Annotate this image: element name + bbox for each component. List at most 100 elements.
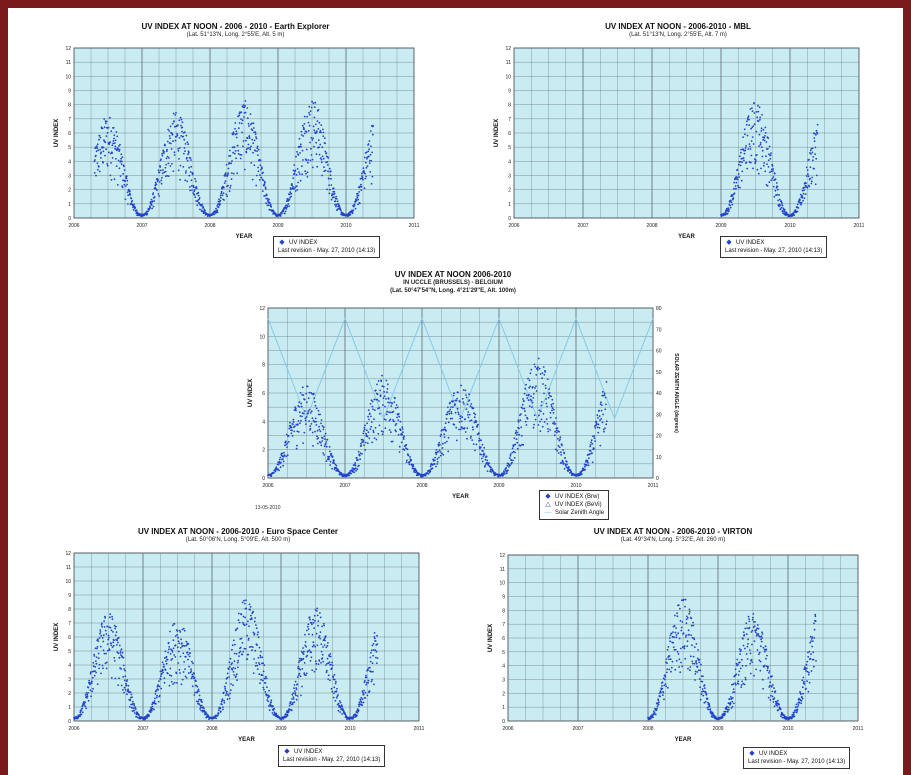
- uv-point: [767, 166, 770, 168]
- x-tick-label: 2008: [204, 223, 215, 229]
- uv-point: [232, 639, 235, 642]
- uv-point: [322, 426, 325, 429]
- uv-point: [321, 657, 324, 659]
- uv-point: [334, 203, 336, 206]
- uv-point: [237, 659, 240, 662]
- uv-point: [401, 426, 404, 429]
- uv-point: [199, 698, 201, 701]
- uv-point: [163, 150, 165, 153]
- uv-point: [740, 649, 742, 651]
- uv-point: [291, 184, 293, 187]
- uv-point: [105, 667, 108, 670]
- uv-point: [308, 408, 311, 411]
- uv-point: [304, 674, 307, 677]
- uv-point: [693, 646, 696, 648]
- uv-point: [166, 658, 169, 661]
- uv-point: [775, 194, 778, 197]
- uv-point: [373, 637, 376, 640]
- uv-point: [257, 657, 260, 659]
- uv-point: [535, 385, 537, 388]
- uv-point: [360, 185, 363, 188]
- uv-point: [459, 400, 461, 403]
- uv-point: [260, 678, 262, 681]
- uv-point: [436, 463, 438, 465]
- uv-point: [779, 708, 782, 711]
- uv-point: [246, 634, 249, 637]
- uv-point: [114, 139, 117, 142]
- uv-point: [380, 430, 383, 432]
- uv-point: [318, 146, 320, 149]
- uv-point: [307, 159, 310, 161]
- uv-point: [684, 657, 687, 660]
- uv-point: [688, 612, 691, 615]
- uv-point: [324, 438, 326, 440]
- uv-point: [364, 691, 367, 694]
- uv-point: [472, 443, 475, 445]
- uv-point: [226, 672, 229, 675]
- uv-point: [598, 415, 601, 417]
- uv-point: [299, 392, 302, 394]
- uv-point: [364, 697, 367, 699]
- uv-point: [662, 677, 665, 680]
- uv-point: [98, 637, 101, 639]
- uv-point: [302, 159, 304, 161]
- uv-point: [321, 425, 324, 427]
- uv-point: [130, 706, 133, 709]
- uv-point: [241, 653, 244, 656]
- uv-point: [95, 662, 98, 665]
- uv-point: [810, 670, 813, 672]
- uv-point: [368, 418, 370, 421]
- uv-point: [293, 687, 295, 690]
- uv-point: [775, 182, 778, 184]
- uv-point: [269, 704, 272, 707]
- uv-point: [231, 668, 234, 671]
- uv-point: [533, 414, 536, 416]
- uv-point: [223, 186, 225, 189]
- uv-point: [451, 417, 454, 420]
- uv-point: [193, 190, 196, 193]
- uv-point: [188, 655, 191, 658]
- uv-point: [226, 698, 229, 701]
- uv-point: [310, 154, 313, 156]
- y-tick-label: 12: [65, 46, 71, 52]
- uv-point: [285, 443, 288, 446]
- uv-point: [258, 179, 261, 181]
- uv-point: [546, 405, 548, 408]
- uv-point: [807, 655, 810, 658]
- uv-point: [129, 699, 132, 702]
- uv-point: [549, 429, 551, 431]
- uv-point: [79, 711, 82, 714]
- uv-point: [94, 670, 96, 672]
- uv-point: [767, 147, 769, 150]
- uv-point: [312, 641, 315, 644]
- uv-point: [88, 682, 91, 684]
- uv-point: [178, 158, 180, 160]
- uv-point: [315, 632, 318, 635]
- uv-point: [121, 186, 124, 189]
- uv-point: [427, 473, 430, 475]
- uv-point: [296, 683, 299, 686]
- uv-point: [293, 690, 296, 692]
- uv-point: [742, 136, 744, 138]
- uv-point: [370, 652, 372, 654]
- uv-point: [762, 646, 765, 649]
- uv-point: [543, 373, 546, 376]
- uv-point: [696, 671, 699, 673]
- uv-point: [403, 449, 406, 451]
- uv-point: [542, 383, 544, 385]
- uv-point: [686, 617, 689, 619]
- uv-point: [234, 150, 237, 152]
- uv-point: [522, 398, 524, 400]
- uv-point: [360, 189, 363, 192]
- uv-point: [547, 428, 549, 430]
- uv-point: [309, 412, 312, 414]
- uv-point: [459, 415, 462, 418]
- uv-point: [191, 673, 194, 676]
- uv-point: [370, 160, 373, 162]
- uv-point: [481, 460, 484, 463]
- uv-point: [291, 693, 294, 696]
- uv-point: [659, 690, 662, 693]
- uv-point: [227, 694, 230, 697]
- uv-point: [104, 141, 107, 144]
- uv-point: [111, 152, 113, 154]
